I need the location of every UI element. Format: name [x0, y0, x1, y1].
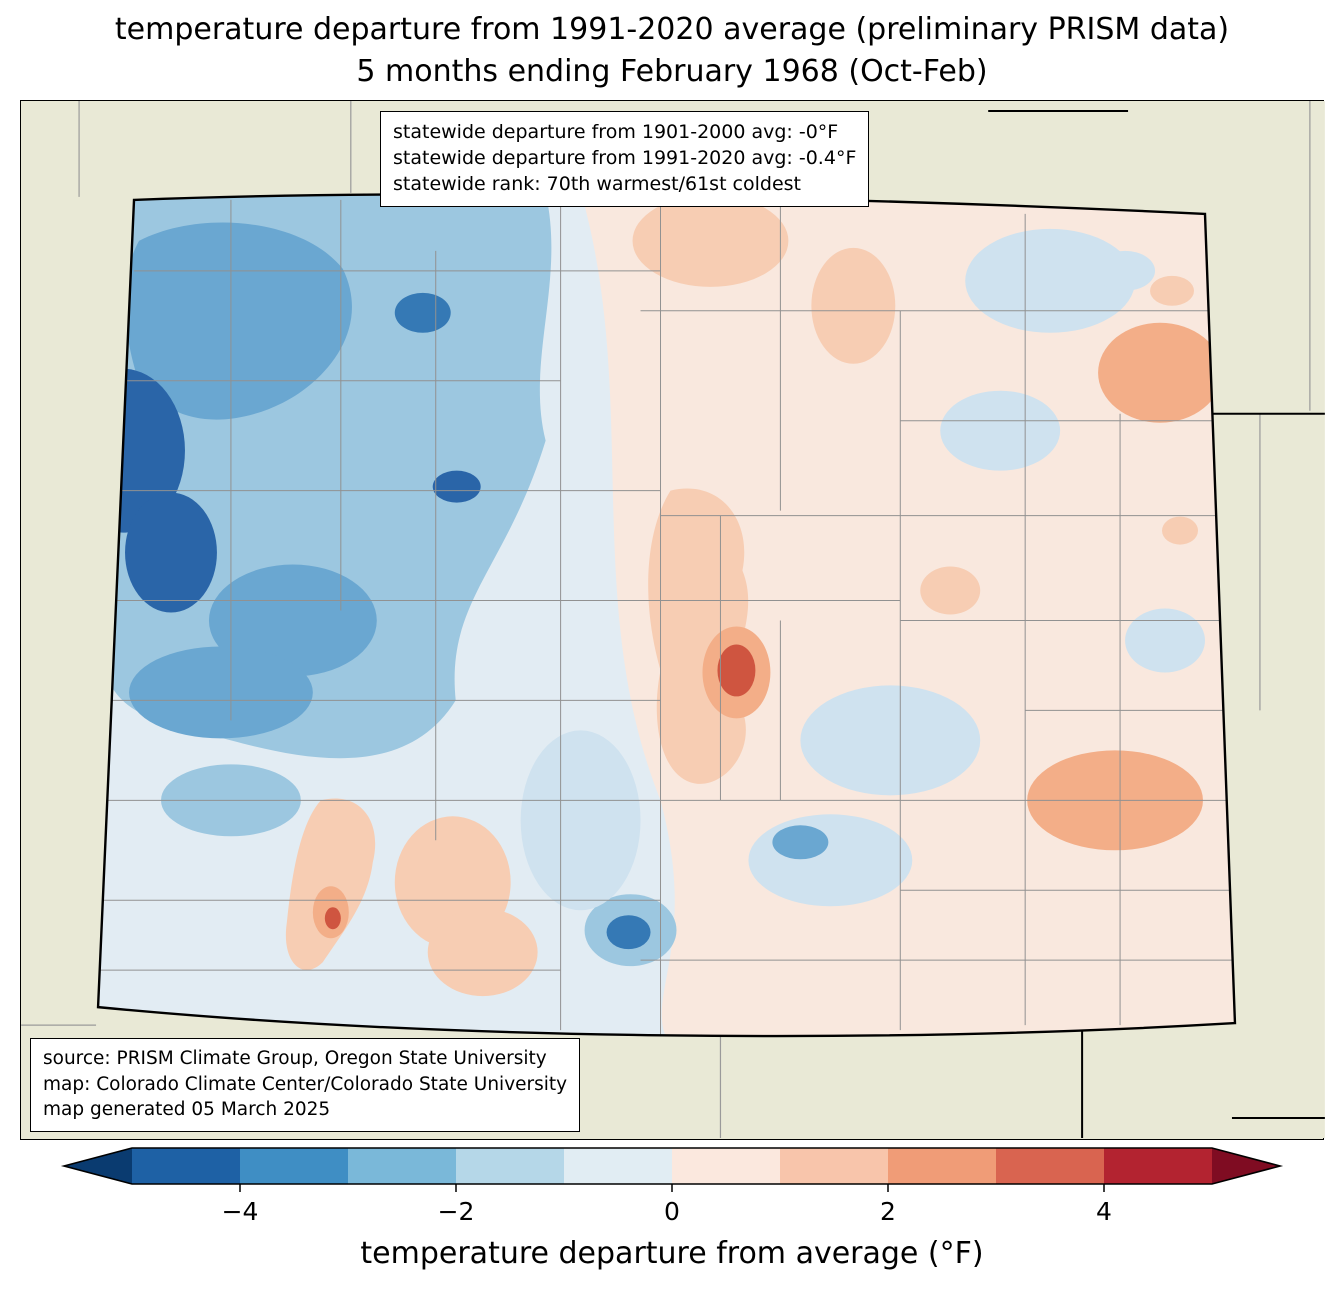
colorbar-right-arrow [1212, 1148, 1280, 1184]
colorado-map [21, 101, 1325, 1138]
map-axes-frame [20, 100, 1325, 1140]
colorbar-tick-label: −2 [438, 1197, 475, 1226]
source-line-2: map: Colorado Climate Center/Colorado St… [43, 1073, 568, 1095]
colorbar-tick-label: 2 [880, 1197, 896, 1226]
source-line-1: source: PRISM Climate Group, Oregon Stat… [43, 1048, 547, 1069]
colorbar-tick-label: 0 [664, 1197, 680, 1226]
stats-box: statewide departure from 1901-2000 avg: … [380, 111, 870, 207]
page-title-line2: 5 months ending February 1968 (Oct-Feb) [356, 54, 988, 89]
south-central-cool-patches [520, 730, 913, 967]
southwest-warm-patches [285, 798, 538, 997]
colorbar-ticks [239, 1184, 1105, 1192]
east-cool-patches [800, 228, 1205, 796]
source-box: source: PRISM Climate Group, Oregon Stat… [30, 1038, 581, 1132]
stats-line-3: statewide rank: 70th warmest/61st coldes… [393, 173, 802, 196]
stats-line-1: statewide departure from 1901-2000 avg: … [393, 121, 839, 143]
colorbar-tick-label: −4 [222, 1197, 259, 1226]
colorbar-segments [64, 1148, 1280, 1184]
colorbar-axis-label: temperature departure from average (°F) [360, 1236, 984, 1271]
colorbar-outline [60, 1147, 1284, 1185]
central-warm-band [648, 488, 771, 784]
colorbar-left-arrow [64, 1148, 132, 1184]
county-borders [98, 199, 1235, 1036]
stats-line-2: statewide departure from 1991-2020 avg: … [393, 147, 857, 170]
colorbar-tick-label: 4 [1096, 1197, 1112, 1226]
colorbar: −4 −2 0 2 4 [0, 1144, 1344, 1232]
source-line-3: map generated 05 March 2025 [43, 1099, 331, 1121]
page-title-line1: temperature departure from 1991-2020 ave… [114, 12, 1230, 47]
neighbor-state-lines [21, 101, 1325, 1138]
temperature-field [98, 194, 1235, 1037]
northwest-cool-region [98, 194, 552, 837]
